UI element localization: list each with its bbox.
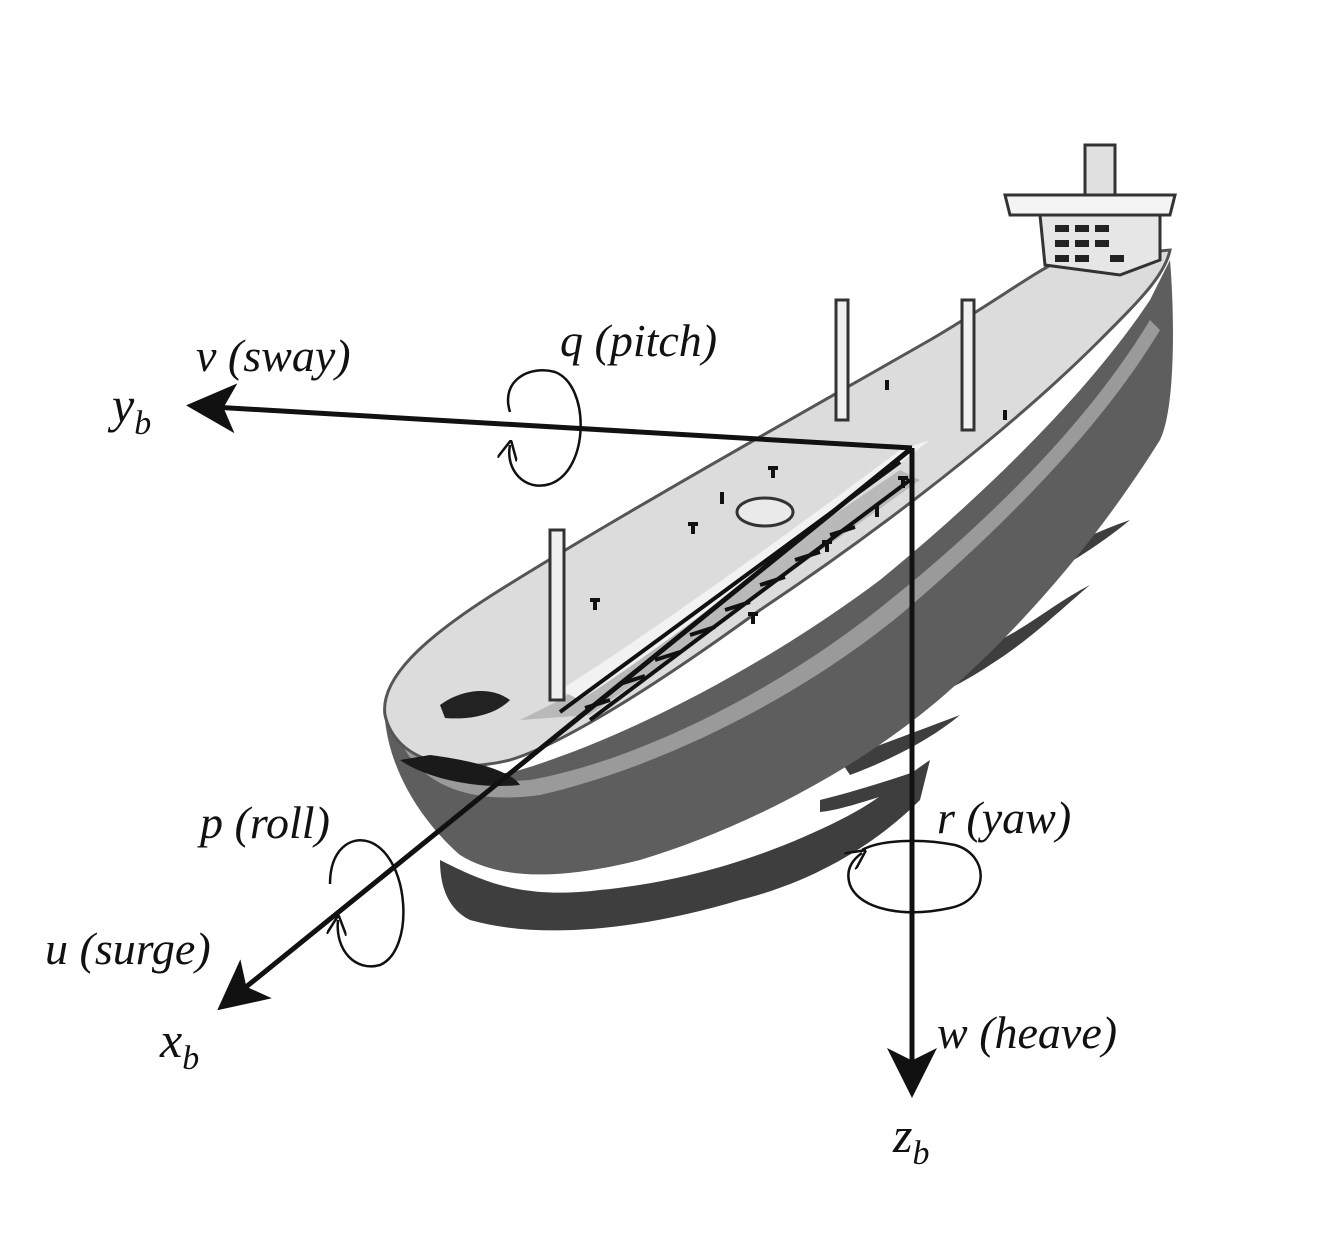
mid-mast (834, 298, 850, 422)
roll-rotation-arrow (330, 839, 405, 968)
sway-label: v (sway) (196, 333, 351, 379)
yaw-symbol: r (937, 792, 955, 843)
deck-pipe-run (560, 440, 930, 700)
yaw-motion: (yaw) (966, 792, 1072, 843)
masts (548, 298, 976, 702)
z-axis-symbol: z (893, 1107, 913, 1163)
x-axis-line (217, 446, 914, 1011)
roll-symbol: p (200, 797, 223, 848)
pitch-rotation-arrow (508, 369, 582, 487)
y-axis-subscript: b (134, 404, 152, 442)
bow-winch (440, 690, 510, 719)
sway-symbol: v (196, 330, 217, 381)
wave-shadow-under-bow (440, 760, 930, 931)
y-axis-symbol: y (112, 377, 135, 433)
roll-motion: (roll) (234, 797, 330, 848)
body-frame-axes (186, 383, 937, 1098)
heave-label: w (heave) (937, 1010, 1117, 1056)
yaw-rotation-arrow (848, 839, 982, 914)
pitch-motion: (pitch) (594, 315, 718, 366)
x-axis-subscript: b (182, 1039, 200, 1077)
y-axis-line (186, 383, 913, 451)
y-axis-label: yb (112, 377, 151, 440)
surge-symbol: u (45, 923, 68, 974)
heave-motion: (heave) (979, 1007, 1118, 1058)
surge-label: u (surge) (45, 926, 211, 972)
deck-fittings (590, 380, 1007, 624)
x-axis-symbol: x (160, 1012, 183, 1068)
yaw-label: r (yaw) (937, 795, 1071, 841)
wave-6 (820, 770, 920, 812)
surge-motion: (surge) (79, 923, 211, 974)
rotation-arrows (330, 369, 982, 968)
bridge-windows (1055, 225, 1124, 262)
pitch-symbol: q (560, 315, 583, 366)
wave-5 (840, 715, 960, 775)
fore-mast (548, 528, 566, 702)
aft-mast (960, 298, 976, 432)
sway-motion: (sway) (227, 330, 351, 381)
tanker-ship-illustration (383, 143, 1177, 875)
deck-dome (735, 496, 795, 528)
x-axis-label: xb (160, 1012, 199, 1075)
z-axis-subscript: b (912, 1134, 930, 1172)
heave-symbol: w (937, 1007, 968, 1058)
pitch-label: q (pitch) (560, 318, 717, 364)
z-axis-label: zb (893, 1107, 929, 1170)
roll-label: p (roll) (200, 800, 330, 846)
bridge-superstructure (1003, 143, 1177, 277)
bow-anchor-area (400, 755, 520, 786)
